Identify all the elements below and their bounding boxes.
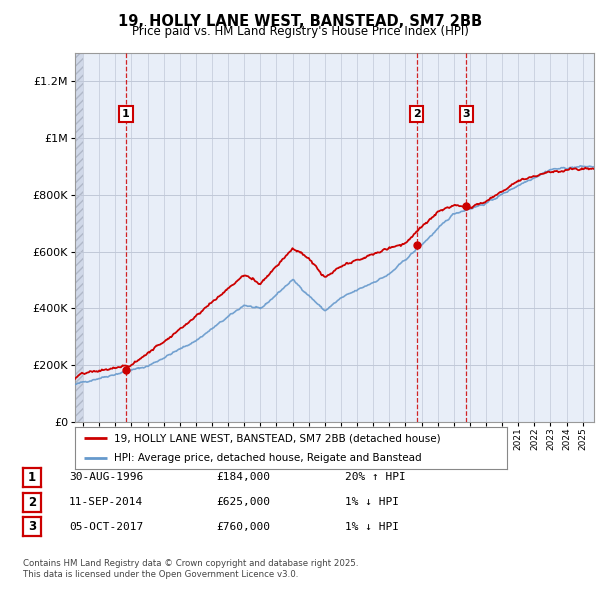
Text: 19, HOLLY LANE WEST, BANSTEAD, SM7 2BB: 19, HOLLY LANE WEST, BANSTEAD, SM7 2BB: [118, 14, 482, 28]
Text: 1: 1: [28, 471, 36, 484]
Text: 1% ↓ HPI: 1% ↓ HPI: [345, 522, 399, 532]
Text: 19, HOLLY LANE WEST, BANSTEAD, SM7 2BB (detached house): 19, HOLLY LANE WEST, BANSTEAD, SM7 2BB (…: [114, 433, 440, 443]
Text: HPI: Average price, detached house, Reigate and Banstead: HPI: Average price, detached house, Reig…: [114, 453, 422, 463]
Text: £760,000: £760,000: [216, 522, 270, 532]
Bar: [75, 53, 83, 422]
Text: 3: 3: [463, 109, 470, 119]
Text: 30-AUG-1996: 30-AUG-1996: [69, 473, 143, 482]
Text: £625,000: £625,000: [216, 497, 270, 507]
Text: 1% ↓ HPI: 1% ↓ HPI: [345, 497, 399, 507]
Text: 20% ↑ HPI: 20% ↑ HPI: [345, 473, 406, 482]
Text: 1: 1: [122, 109, 130, 119]
Text: Contains HM Land Registry data © Crown copyright and database right 2025.
This d: Contains HM Land Registry data © Crown c…: [23, 559, 358, 579]
Text: 11-SEP-2014: 11-SEP-2014: [69, 497, 143, 507]
Text: 2: 2: [413, 109, 421, 119]
Text: £184,000: £184,000: [216, 473, 270, 482]
Text: Price paid vs. HM Land Registry's House Price Index (HPI): Price paid vs. HM Land Registry's House …: [131, 25, 469, 38]
Text: 3: 3: [28, 520, 36, 533]
Text: 05-OCT-2017: 05-OCT-2017: [69, 522, 143, 532]
Text: 2: 2: [28, 496, 36, 509]
